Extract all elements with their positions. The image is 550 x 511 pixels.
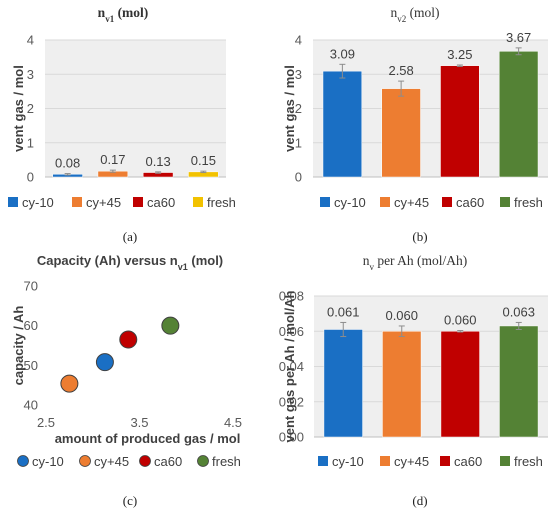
y-tick-label: 0.04 [279, 359, 304, 374]
bar-cy+45 [382, 331, 422, 438]
data-label: 0.060 [444, 313, 477, 328]
legend-swatch-fresh [197, 455, 209, 467]
chart-b: 0 1 2 3 4 vent gas / mol 3.09 2.58 3.25 3.67 cy-10… [282, 30, 548, 210]
y-tick-label: 60 [24, 318, 38, 333]
legend-label-cy-10: cy-10 [22, 195, 54, 210]
y-tick-label: 1 [295, 135, 302, 150]
y-tick-label: 2 [27, 101, 34, 116]
data-label: 2.58 [388, 63, 413, 78]
legend-label-cy-10: cy-10 [332, 454, 364, 469]
y-tick-label: 3 [295, 67, 302, 82]
y-tick-label: 4 [27, 33, 34, 48]
legend-label-cy-10: cy-10 [334, 195, 366, 210]
y-tick-label: 40 [24, 398, 38, 413]
point-cy+45 [60, 374, 79, 393]
y-tick-label: 0.08 [279, 289, 304, 304]
y-tick-label: 70 [24, 279, 38, 294]
legend-swatch-cy+45 [380, 197, 390, 207]
legend-swatch-ca60 [442, 197, 452, 207]
y-tick-label: 3 [27, 67, 34, 82]
y-tick-label: 0 [27, 170, 34, 185]
legend-swatch-cy-10 [320, 197, 330, 207]
legend-label-ca60: ca60 [147, 195, 175, 210]
chart-d-title: nv per Ah (mol/Ah) [363, 253, 468, 272]
legend-label-fresh: fresh [514, 454, 543, 469]
legend-swatch-cy+45 [72, 197, 82, 207]
y-tick-label: 1 [27, 135, 34, 150]
chart-a: 0 1 2 3 4 vent gas / mol 0.08 0.17 0.13 0.15 cy-10… [8, 33, 236, 210]
y-tick-label: 50 [24, 358, 38, 373]
legend-swatch-cy-10 [17, 455, 29, 467]
caption-d: (d) [412, 493, 427, 508]
caption-b: (b) [412, 229, 427, 244]
point-cy-10 [95, 353, 114, 372]
chart-b-title: nv2 (mol) [390, 5, 439, 24]
y-tick-label: 0.06 [279, 324, 304, 339]
data-label: 0.08 [55, 156, 80, 171]
data-label: 0.061 [327, 304, 360, 319]
x-axis-label: amount of produced gas / mol [55, 431, 241, 446]
y-axis-label: capacity / Ah [11, 306, 26, 386]
data-label: 0.13 [145, 154, 170, 169]
caption-c: (c) [123, 493, 137, 508]
data-label: 3.09 [330, 46, 355, 61]
legend-label-fresh: fresh [207, 195, 236, 210]
legend-label-cy+45: cy+45 [394, 454, 429, 469]
legend-swatch-cy-10 [318, 456, 328, 466]
data-label: 0.063 [502, 304, 535, 319]
data-label: 3.25 [447, 47, 472, 62]
legend-label-ca60: ca60 [154, 454, 182, 469]
legend-label-cy+45: cy+45 [94, 454, 129, 469]
legend-label-cy+45: cy+45 [394, 195, 429, 210]
y-axis-label: vent gas per Ah / mol/Ah [282, 290, 297, 442]
bar-ca60 [440, 65, 480, 178]
data-label: 0.060 [385, 308, 418, 323]
legend-swatch-ca60 [139, 455, 151, 467]
chart-c-title: Capacity (Ah) versus nv1 (mol) [37, 253, 223, 272]
bar-ca60 [440, 331, 480, 438]
bar-cy-10 [322, 70, 363, 178]
y-axis-label: vent gas / mol [11, 65, 26, 152]
x-tick-label: 3.5 [130, 415, 148, 430]
y-tick-label: 0.02 [279, 394, 304, 409]
legend-swatch-fresh [193, 197, 203, 207]
legend-label-fresh: fresh [514, 195, 543, 210]
caption-a: (a) [123, 229, 137, 244]
legend-label-fresh: fresh [212, 454, 241, 469]
legend-swatch-cy-10 [8, 197, 18, 207]
data-label: 0.15 [191, 153, 216, 168]
bar-cy-10 [323, 329, 363, 438]
x-tick-label: 2.5 [37, 415, 55, 430]
chart-a-title: nv1 (mol) [98, 5, 149, 24]
data-label: 0.17 [100, 152, 125, 167]
legend-label-ca60: ca60 [456, 195, 484, 210]
y-tick-label: 0.00 [279, 430, 304, 445]
point-fresh [161, 316, 180, 335]
data-label: 3.67 [506, 30, 531, 45]
legend-label-cy+45: cy+45 [86, 195, 121, 210]
bar-cy+45 [381, 88, 421, 178]
legend-label-cy-10: cy-10 [32, 454, 64, 469]
x-tick-label: 4.5 [224, 415, 242, 430]
legend-swatch-ca60 [133, 197, 143, 207]
y-tick-label: 2 [295, 101, 302, 116]
legend-swatch-cy+45 [380, 456, 390, 466]
y-tick-label: 0 [295, 170, 302, 185]
y-tick-label: 4 [295, 33, 302, 48]
legend-label-ca60: ca60 [454, 454, 482, 469]
y-axis-label: vent gas / mol [282, 65, 297, 152]
legend-swatch-fresh [500, 456, 510, 466]
bar-fresh [499, 325, 539, 438]
point-ca60 [119, 330, 138, 349]
legend-swatch-ca60 [440, 456, 450, 466]
legend-swatch-fresh [500, 197, 510, 207]
bar-fresh [498, 51, 539, 178]
legend-swatch-cy+45 [79, 455, 91, 467]
